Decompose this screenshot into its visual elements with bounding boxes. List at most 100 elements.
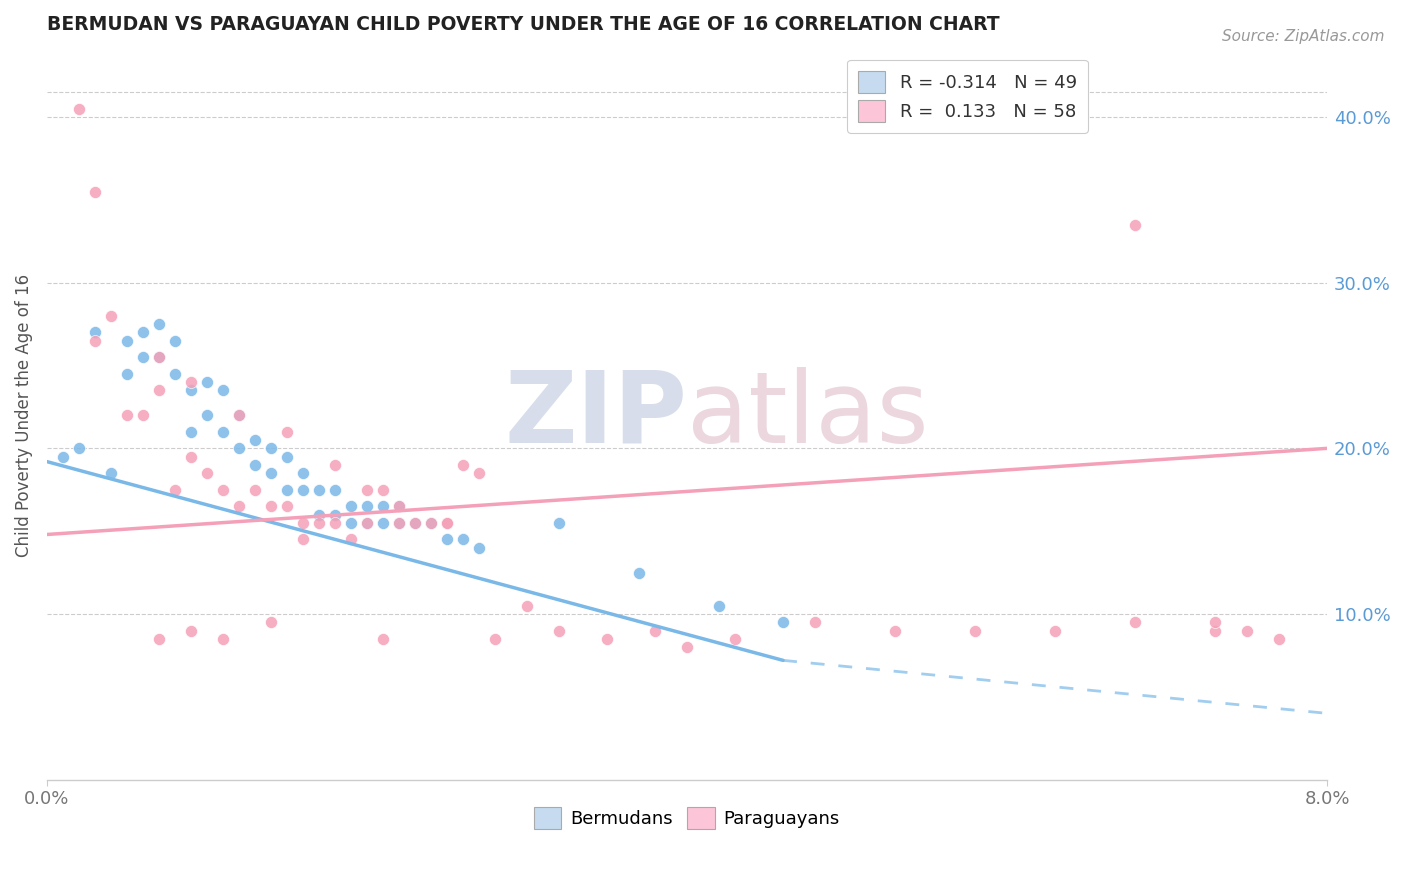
Text: ZIP: ZIP [505,367,688,464]
Point [340,500,363,514]
Point [965,624,987,638]
Point [323,458,346,472]
Point [644,624,666,638]
Point [260,442,283,456]
Point [67,442,90,456]
Text: BERMUDAN VS PARAGUAYAN CHILD POVERTY UNDER THE AGE OF 16 CORRELATION CHART: BERMUDAN VS PARAGUAYAN CHILD POVERTY UND… [46,15,1000,34]
Point [388,516,411,530]
Point [83,334,105,348]
Point [212,384,235,398]
Point [100,309,122,323]
Point [115,367,138,381]
Point [132,326,155,340]
Point [1123,218,1146,232]
Point [371,500,394,514]
Point [195,375,218,389]
Point [228,408,250,422]
Point [707,599,730,613]
Point [451,533,474,547]
Point [1204,624,1226,638]
Point [371,483,394,497]
Point [148,351,170,365]
Point [356,500,378,514]
Point [772,615,794,630]
Point [260,500,283,514]
Point [676,640,699,654]
Point [132,408,155,422]
Point [388,500,411,514]
Point [212,425,235,439]
Point [148,351,170,365]
Point [436,516,458,530]
Point [163,334,186,348]
Point [340,533,363,547]
Point [1204,615,1226,630]
Point [291,466,314,480]
Point [243,483,266,497]
Point [276,450,298,464]
Point [260,615,283,630]
Point [180,384,202,398]
Point [420,516,443,530]
Point [884,624,907,638]
Point [52,450,75,464]
Point [115,408,138,422]
Point [371,632,394,646]
Point [308,508,330,522]
Point [83,326,105,340]
Point [291,533,314,547]
Point [1043,624,1066,638]
Point [371,516,394,530]
Point [228,500,250,514]
Point [468,541,491,555]
Point [180,624,202,638]
Point [451,458,474,472]
Point [356,516,378,530]
Point [291,483,314,497]
Point [388,500,411,514]
Point [276,500,298,514]
Point [420,516,443,530]
Point [340,516,363,530]
Point [516,599,538,613]
Point [548,516,571,530]
Point [148,317,170,331]
Point [627,566,650,580]
Point [404,516,426,530]
Point [308,483,330,497]
Point [484,632,506,646]
Text: atlas: atlas [688,367,928,464]
Point [228,442,250,456]
Point [323,516,346,530]
Point [243,458,266,472]
Point [356,516,378,530]
Point [308,516,330,530]
Point [195,466,218,480]
Point [148,384,170,398]
Point [115,334,138,348]
Point [67,102,90,116]
Point [323,483,346,497]
Point [260,466,283,480]
Text: Source: ZipAtlas.com: Source: ZipAtlas.com [1222,29,1385,44]
Point [1236,624,1258,638]
Point [596,632,619,646]
Point [83,185,105,199]
Point [100,466,122,480]
Point [180,375,202,389]
Point [243,433,266,447]
Legend: Bermudans, Paraguayans: Bermudans, Paraguayans [527,800,846,836]
Point [323,508,346,522]
Y-axis label: Child Poverty Under the Age of 16: Child Poverty Under the Age of 16 [15,274,32,557]
Point [180,425,202,439]
Point [804,615,827,630]
Point [163,483,186,497]
Point [180,450,202,464]
Point [1268,632,1291,646]
Point [436,533,458,547]
Point [148,632,170,646]
Point [404,516,426,530]
Point [276,425,298,439]
Point [548,624,571,638]
Point [724,632,747,646]
